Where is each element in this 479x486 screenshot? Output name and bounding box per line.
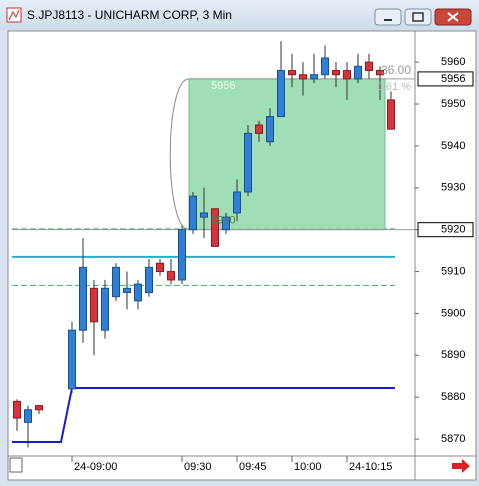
candle-body xyxy=(299,74,307,80)
measure-percent: 0.61 % xyxy=(377,81,411,93)
x-tick-label: 24-09:00 xyxy=(74,461,117,473)
candle-body xyxy=(244,132,252,193)
candle-body xyxy=(123,287,131,294)
candle-body xyxy=(68,329,76,390)
candle-body xyxy=(167,271,175,281)
candle-body xyxy=(211,208,219,247)
measure-box xyxy=(188,78,386,231)
candle-body xyxy=(145,266,153,294)
candle-body xyxy=(255,124,263,134)
app-icon-glyph xyxy=(8,9,20,21)
candle-body xyxy=(178,229,186,281)
candle-body xyxy=(189,195,197,231)
close-glyph xyxy=(447,12,459,22)
candle-body xyxy=(376,70,384,76)
candle-body xyxy=(365,61,373,72)
x-tick-label: 24-10:15 xyxy=(349,461,392,473)
candle-body xyxy=(354,65,362,80)
candle-body xyxy=(266,116,274,143)
y-tick-label: 5900 xyxy=(441,307,465,319)
price-marker-box xyxy=(417,222,474,238)
candle-body xyxy=(387,99,395,130)
window-title: S.JPJ8113 - UNICHARM CORP, 3 Min xyxy=(27,8,232,22)
candle-body xyxy=(90,287,98,323)
minimize-button[interactable] xyxy=(374,8,402,26)
candle-body xyxy=(310,74,318,80)
candle-body xyxy=(35,405,43,411)
candle-body xyxy=(200,212,208,218)
y-tick-label: 5880 xyxy=(441,391,465,403)
candle-body xyxy=(332,70,340,76)
candle-body xyxy=(13,400,21,419)
y-tick-label: 5910 xyxy=(441,265,465,277)
y-tick-label: 5890 xyxy=(441,349,465,361)
y-tick-label: 5950 xyxy=(441,98,465,110)
candle-body xyxy=(112,266,120,298)
candle-body xyxy=(288,70,296,76)
candle-body xyxy=(79,266,87,331)
measure-bracket xyxy=(169,78,190,231)
maximize-glyph xyxy=(412,12,424,22)
maximize-button[interactable] xyxy=(404,8,432,26)
scroll-arrow[interactable] xyxy=(452,459,470,473)
candle-body xyxy=(343,70,351,80)
price-marker-label: 5956 xyxy=(441,73,465,85)
measure-to-label: 5956 xyxy=(211,80,235,92)
candle-body xyxy=(24,409,32,423)
candle-body xyxy=(277,70,285,118)
candle-body xyxy=(222,216,230,231)
measure-from-label: 5920 xyxy=(211,215,235,227)
price-marker-label: 5920 xyxy=(441,224,465,236)
candle-body xyxy=(101,287,109,331)
price-marker-box xyxy=(417,71,474,87)
y-tick-label: 5940 xyxy=(441,140,465,152)
candle-body xyxy=(321,57,329,76)
app-icon xyxy=(6,7,22,23)
candle-body xyxy=(134,283,142,302)
y-tick-label: 5960 xyxy=(441,56,465,68)
x-tick-label: 09:30 xyxy=(184,461,212,473)
x-tick-label: 10:00 xyxy=(294,461,322,473)
corner-box[interactable] xyxy=(9,457,23,473)
candle-body xyxy=(233,191,241,214)
y-tick-label: 5870 xyxy=(441,433,465,445)
candle-body xyxy=(156,262,164,273)
measure-change: 36.00 xyxy=(381,63,411,77)
y-tick-label: 5930 xyxy=(441,182,465,194)
x-tick-label: 09:45 xyxy=(239,461,267,473)
